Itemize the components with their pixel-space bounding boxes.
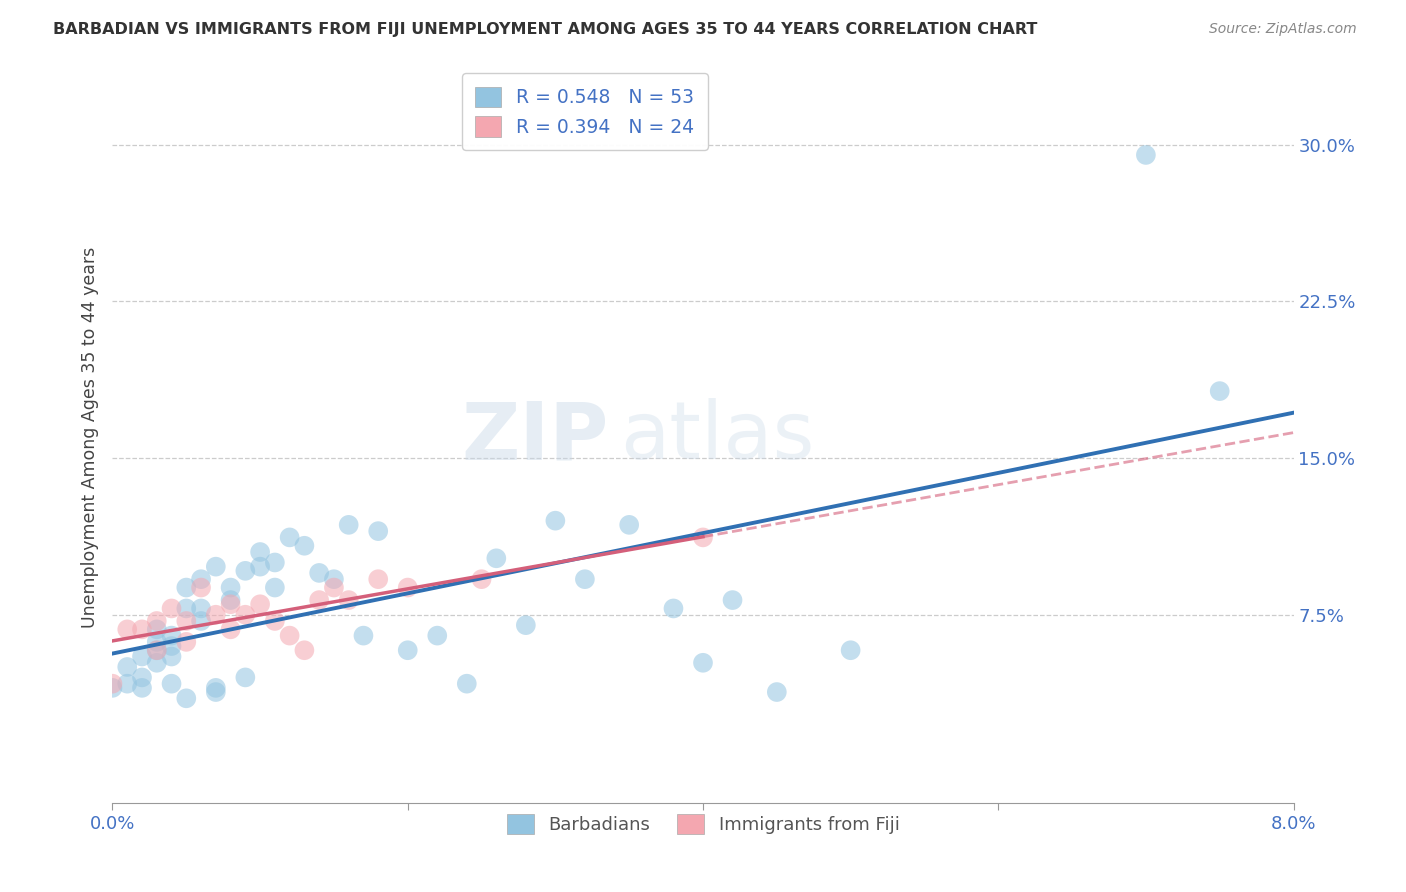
Point [160, 601, 183, 615]
Point [146, 635, 169, 649]
Point [396, 581, 419, 595]
Point [839, 643, 862, 657]
Point [174, 635, 197, 649]
Point [160, 639, 183, 653]
Point [456, 676, 478, 690]
Point [692, 656, 714, 670]
Point [160, 676, 183, 690]
Point [146, 614, 169, 628]
Point [233, 670, 256, 684]
Point [471, 572, 494, 586]
Point [662, 601, 685, 615]
Point [692, 530, 714, 544]
Point [515, 618, 537, 632]
Point [233, 564, 256, 578]
Legend: Barbadians, Immigrants from Fiji: Barbadians, Immigrants from Fiji [492, 800, 914, 848]
Point [619, 517, 641, 532]
Point [249, 559, 271, 574]
Point [190, 581, 212, 595]
Point [337, 593, 360, 607]
Point [292, 643, 315, 657]
Text: atlas: atlas [620, 398, 814, 476]
Point [146, 643, 169, 657]
Point [264, 556, 287, 570]
Point [264, 614, 287, 628]
Point [1208, 384, 1232, 398]
Point [367, 572, 389, 586]
Point [292, 539, 315, 553]
Point [249, 545, 271, 559]
Y-axis label: Unemployment Among Ages 35 to 44 years: Unemployment Among Ages 35 to 44 years [80, 246, 98, 628]
Point [1135, 148, 1157, 162]
Point [174, 601, 197, 615]
Point [117, 660, 138, 674]
Text: ZIP: ZIP [461, 398, 609, 476]
Point [160, 629, 183, 643]
Point [323, 572, 346, 586]
Point [131, 649, 153, 664]
Point [219, 581, 242, 595]
Point [721, 593, 744, 607]
Point [160, 649, 183, 664]
Point [323, 581, 346, 595]
Point [174, 691, 197, 706]
Point [205, 681, 228, 695]
Point [396, 643, 419, 657]
Point [146, 656, 169, 670]
Point [101, 676, 124, 690]
Point [485, 551, 508, 566]
Point [146, 623, 169, 637]
Point [249, 597, 271, 611]
Point [131, 681, 153, 695]
Text: Source: ZipAtlas.com: Source: ZipAtlas.com [1209, 22, 1357, 37]
Point [765, 685, 787, 699]
Point [219, 597, 242, 611]
Point [117, 623, 138, 637]
Point [174, 614, 197, 628]
Point [205, 559, 228, 574]
Point [101, 681, 124, 695]
Point [367, 524, 389, 538]
Point [219, 593, 242, 607]
Point [174, 581, 197, 595]
Point [117, 676, 138, 690]
Point [278, 629, 301, 643]
Point [190, 601, 212, 615]
Point [131, 670, 153, 684]
Point [574, 572, 596, 586]
Point [544, 514, 567, 528]
Point [308, 593, 330, 607]
Point [146, 643, 169, 657]
Point [219, 623, 242, 637]
Point [308, 566, 330, 580]
Point [205, 685, 228, 699]
Point [337, 517, 360, 532]
Point [278, 530, 301, 544]
Point [205, 607, 228, 622]
Point [190, 572, 212, 586]
Text: BARBADIAN VS IMMIGRANTS FROM FIJI UNEMPLOYMENT AMONG AGES 35 TO 44 YEARS CORRELA: BARBADIAN VS IMMIGRANTS FROM FIJI UNEMPL… [53, 22, 1038, 37]
Point [190, 614, 212, 628]
Point [426, 629, 449, 643]
Point [352, 629, 374, 643]
Point [233, 607, 256, 622]
Point [131, 623, 153, 637]
Point [264, 581, 287, 595]
